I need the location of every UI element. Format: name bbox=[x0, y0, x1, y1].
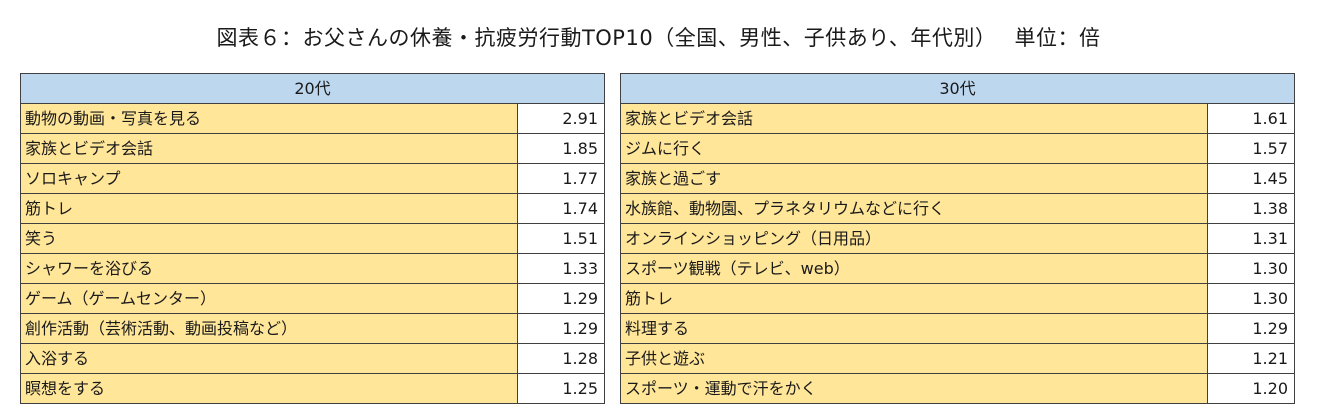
value-cell: 1.51 bbox=[517, 223, 605, 254]
table-row: オンラインショッピング（日用品） 1.31 bbox=[620, 223, 1295, 254]
value-cell: 1.21 bbox=[1207, 343, 1295, 374]
value-cell: 1.31 bbox=[1207, 223, 1295, 254]
item-cell: 筋トレ bbox=[20, 193, 518, 224]
table-row: スポーツ・運動で汗をかく 1.20 bbox=[620, 373, 1295, 404]
table-header: 20代 bbox=[20, 73, 605, 104]
value-cell: 1.74 bbox=[517, 193, 605, 224]
table-row: ゲーム（ゲームセンター） 1.29 bbox=[20, 283, 605, 314]
table-row: 筋トレ 1.30 bbox=[620, 283, 1295, 314]
item-cell: 子供と遊ぶ bbox=[620, 343, 1208, 374]
item-cell: 水族館、動物園、プラネタリウムなどに行く bbox=[620, 193, 1208, 224]
table-row: シャワーを浴びる 1.33 bbox=[20, 253, 605, 284]
value-cell: 1.77 bbox=[517, 163, 605, 194]
value-cell: 1.25 bbox=[517, 373, 605, 404]
value-cell: 1.61 bbox=[1207, 103, 1295, 134]
table-row: 筋トレ 1.74 bbox=[20, 193, 605, 224]
value-cell: 1.30 bbox=[1207, 283, 1295, 314]
item-cell: 筋トレ bbox=[620, 283, 1208, 314]
table-row: スポーツ観戦（テレビ、web） 1.30 bbox=[620, 253, 1295, 284]
page-title: 図表６：お父さんの休養・抗疲労行動TOP10（全国、男性、子供あり、年代別） 単… bbox=[216, 26, 1101, 50]
value-cell: 1.20 bbox=[1207, 373, 1295, 404]
item-cell: 家族とビデオ会話 bbox=[620, 103, 1208, 134]
ranking-table-20s: 20代 動物の動画・写真を見る 2.91 家族とビデオ会話 1.85 ソロキャンプ 1… bbox=[20, 73, 605, 404]
item-cell: スポーツ・運動で汗をかく bbox=[620, 373, 1208, 404]
item-cell: スポーツ観戦（テレビ、web） bbox=[620, 253, 1208, 284]
table-row: 料理する 1.29 bbox=[620, 313, 1295, 344]
value-cell: 1.30 bbox=[1207, 253, 1295, 284]
value-cell: 1.33 bbox=[517, 253, 605, 284]
item-cell: 創作活動（芸術活動、動画投稿など） bbox=[20, 313, 518, 344]
table-header: 30代 bbox=[620, 73, 1295, 104]
table-row: 家族とビデオ会話 1.61 bbox=[620, 103, 1295, 134]
value-cell: 1.29 bbox=[1207, 313, 1295, 344]
value-cell: 1.45 bbox=[1207, 163, 1295, 194]
item-cell: 動物の動画・写真を見る bbox=[20, 103, 518, 134]
table-row: 家族と過ごす 1.45 bbox=[620, 163, 1295, 194]
item-cell: 料理する bbox=[620, 313, 1208, 344]
table-row: 入浴する 1.28 bbox=[20, 343, 605, 374]
ranking-table-30s: 30代 家族とビデオ会話 1.61 ジムに行く 1.57 家族と過ごす 1.45 水族… bbox=[620, 73, 1295, 404]
table-row: 子供と遊ぶ 1.21 bbox=[620, 343, 1295, 374]
value-cell: 1.29 bbox=[517, 283, 605, 314]
table-row: 笑う 1.51 bbox=[20, 223, 605, 254]
item-cell: ゲーム（ゲームセンター） bbox=[20, 283, 518, 314]
table-row: 家族とビデオ会話 1.85 bbox=[20, 133, 605, 164]
value-cell: 1.57 bbox=[1207, 133, 1295, 164]
item-cell: 家族とビデオ会話 bbox=[20, 133, 518, 164]
value-cell: 2.91 bbox=[517, 103, 605, 134]
item-cell: 笑う bbox=[20, 223, 518, 254]
value-cell: 1.85 bbox=[517, 133, 605, 164]
table-row: 創作活動（芸術活動、動画投稿など） 1.29 bbox=[20, 313, 605, 344]
table-header-row: 20代 bbox=[20, 73, 605, 104]
table-row: 瞑想をする 1.25 bbox=[20, 373, 605, 404]
item-cell: ジムに行く bbox=[620, 133, 1208, 164]
table-row: 水族館、動物園、プラネタリウムなどに行く 1.38 bbox=[620, 193, 1295, 224]
item-cell: オンラインショッピング（日用品） bbox=[620, 223, 1208, 254]
item-cell: 瞑想をする bbox=[20, 373, 518, 404]
item-cell: 入浴する bbox=[20, 343, 518, 374]
value-cell: 1.29 bbox=[517, 313, 605, 344]
item-cell: 家族と過ごす bbox=[620, 163, 1208, 194]
table-header-row: 30代 bbox=[620, 73, 1295, 104]
value-cell: 1.38 bbox=[1207, 193, 1295, 224]
value-cell: 1.28 bbox=[517, 343, 605, 374]
item-cell: シャワーを浴びる bbox=[20, 253, 518, 284]
item-cell: ソロキャンプ bbox=[20, 163, 518, 194]
table-row: 動物の動画・写真を見る 2.91 bbox=[20, 103, 605, 134]
table-row: ジムに行く 1.57 bbox=[620, 133, 1295, 164]
table-row: ソロキャンプ 1.77 bbox=[20, 163, 605, 194]
